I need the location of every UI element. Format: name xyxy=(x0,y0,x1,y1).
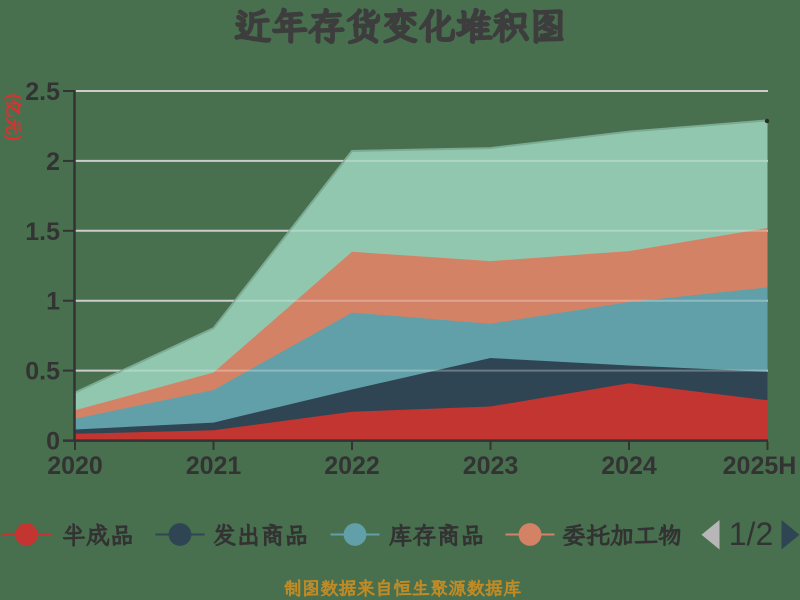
svg-text:0.5: 0.5 xyxy=(25,358,60,386)
svg-text:2025H: 2025H xyxy=(723,452,797,480)
svg-text:2023: 2023 xyxy=(463,452,519,480)
svg-text:2: 2 xyxy=(46,148,60,176)
svg-text:1.5: 1.5 xyxy=(25,218,60,246)
svg-text:2.5: 2.5 xyxy=(25,78,60,106)
svg-text:0: 0 xyxy=(46,428,60,456)
svg-text:2024: 2024 xyxy=(601,452,657,480)
svg-text:1/2: 1/2 xyxy=(729,516,773,552)
svg-text:2021: 2021 xyxy=(186,452,242,480)
svg-text:2022: 2022 xyxy=(324,452,380,480)
svg-text:2020: 2020 xyxy=(47,452,103,480)
svg-text:1: 1 xyxy=(46,288,60,316)
